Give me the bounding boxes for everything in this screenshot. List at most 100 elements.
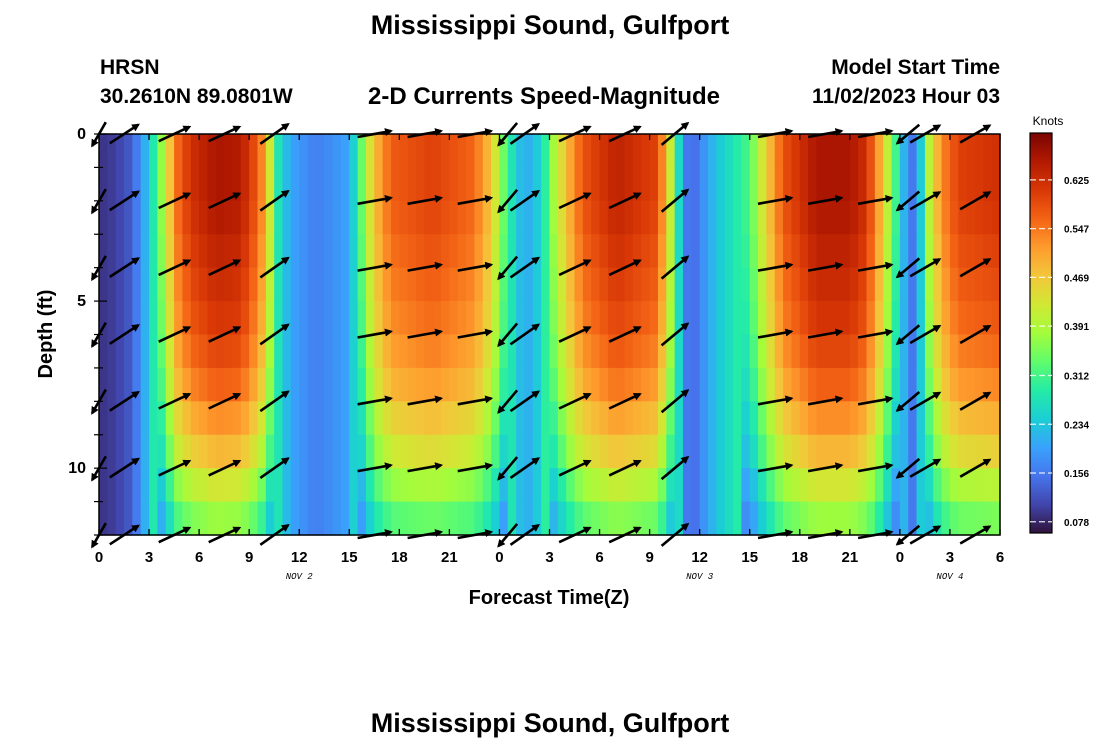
heatmap-cell [833,334,843,369]
heatmap-cell [741,334,751,369]
heatmap-cell [849,267,859,302]
heatmap-cell [808,334,818,369]
heatmap-cell [307,301,317,336]
heatmap-cell [182,301,192,336]
heatmap-cell [332,401,342,436]
heatmap-cell [140,434,150,469]
heatmap-cell [332,301,342,336]
heatmap-cell [274,468,284,503]
heatmap-cell [165,134,175,169]
heatmap-cell [174,134,184,169]
heatmap-cell [632,301,642,336]
station-id: HRSN [100,56,160,79]
current-vector [757,395,794,406]
current-vector [857,462,894,473]
heatmap-cell [874,167,884,202]
heatmap-cell [724,367,734,402]
heatmap-cell [774,334,784,369]
current-vector [457,462,494,473]
heatmap-cell [774,501,784,536]
heatmap-cell [708,234,717,269]
heatmap-cell [374,434,384,469]
heatmap-cell [991,301,1001,336]
heatmap-cell [466,468,476,503]
heatmap-cell [632,501,642,536]
heatmap-cell [482,334,492,369]
heatmap-cell [766,434,776,469]
heatmap-cell [866,234,876,269]
x-tick-label: 3 [545,549,553,566]
current-vector [109,257,140,278]
heatmap-cell [657,501,667,536]
heatmap-cell [491,401,501,436]
heatmap-cell [224,434,234,469]
heatmap-cell [883,334,893,369]
heatmap-cell [399,134,409,169]
heatmap-cell [991,200,1001,235]
heatmap-cell [641,367,651,402]
heatmap-cell [891,401,901,436]
heatmap-cell [983,301,993,336]
heatmap-cell [441,301,450,336]
heatmap-cell [382,234,392,269]
current-vector [558,459,592,477]
heatmap-cell [899,200,909,235]
heatmap-cell [215,501,225,536]
heatmap-cell [783,167,793,202]
heatmap-cell [532,267,542,302]
colorbar-tick-label: 0.547 [1064,225,1089,236]
heatmap-cell [991,334,1001,369]
heatmap-cell [315,501,325,536]
heatmap-cell [924,367,934,402]
heatmap-cell [524,267,534,302]
heatmap-cell [557,334,567,369]
heatmap-cell [240,501,250,536]
heatmap-cell [274,401,284,436]
heatmap-cell [541,468,551,503]
heatmap-cell [649,334,659,369]
heatmap-cell [474,134,484,169]
heatmap-cell [115,134,125,169]
heatmap-cell [599,501,609,536]
colorbar-tick-label: 0.234 [1064,420,1089,431]
heatmap-cell [107,234,117,269]
heatmap-cell [632,367,642,402]
heatmap-cell [174,501,184,536]
heatmap-cell [124,134,133,169]
heatmap-cell [858,367,868,402]
heatmap-cell [99,200,108,235]
heatmap-cell [774,234,784,269]
heatmap-cell [207,167,217,202]
heatmap-cell [566,267,576,302]
heatmap-cell [449,367,459,402]
heatmap-cell [699,301,709,336]
heatmap-cell [574,234,584,269]
heatmap-cell [849,200,859,235]
heatmap-cell [891,501,901,536]
current-vector [407,462,444,473]
heatmap-cell [107,134,117,169]
heatmap-cell [916,200,926,235]
heatmap-cell [599,267,609,302]
heatmap-cell [382,367,392,402]
heatmap-cell [290,367,300,402]
heatmap-cell [582,301,592,336]
heatmap-cell [332,167,342,202]
heatmap-cell [607,334,617,369]
heatmap-cell [541,234,551,269]
heatmap-cell [766,367,776,402]
heatmap-cell [741,301,751,336]
heatmap-cell [165,200,175,235]
heatmap-cell [474,401,484,436]
heatmap-cell [841,334,851,369]
heatmap-cell [724,267,734,302]
heatmap-cell [916,501,926,536]
heatmap-cell [766,301,776,336]
heatmap-cell [641,501,651,536]
heatmap-cell [941,501,951,536]
heatmap-cell [315,167,325,202]
heatmap-cell [432,234,442,269]
heatmap-cell [858,401,868,436]
heatmap-cell [516,367,526,402]
heatmap-cell [332,367,342,402]
